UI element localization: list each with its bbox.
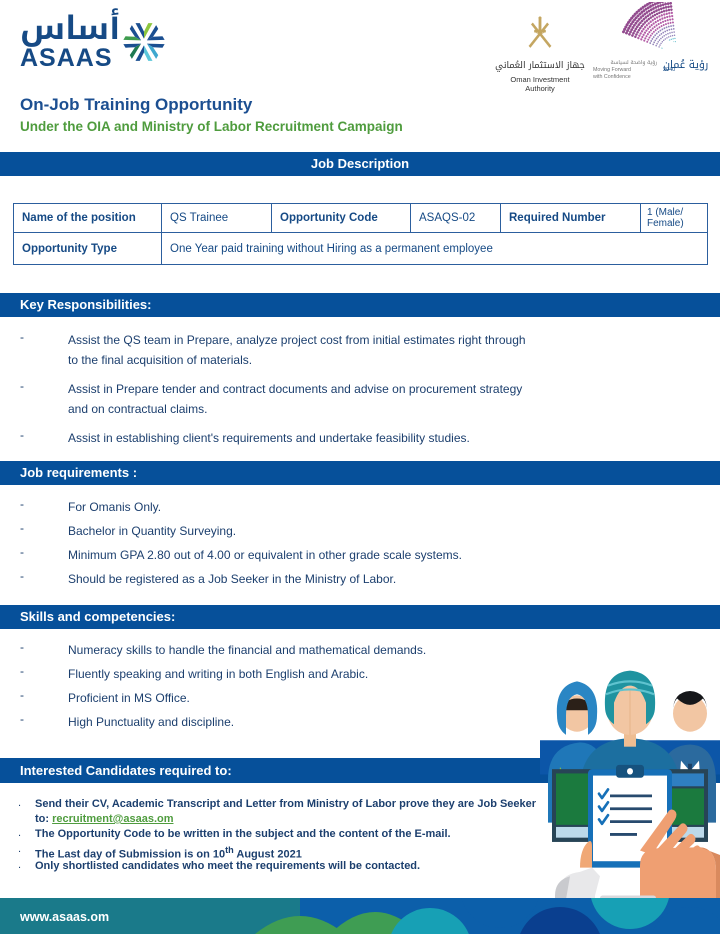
svg-text:www.asaas.om: www.asaas.om (19, 910, 109, 924)
